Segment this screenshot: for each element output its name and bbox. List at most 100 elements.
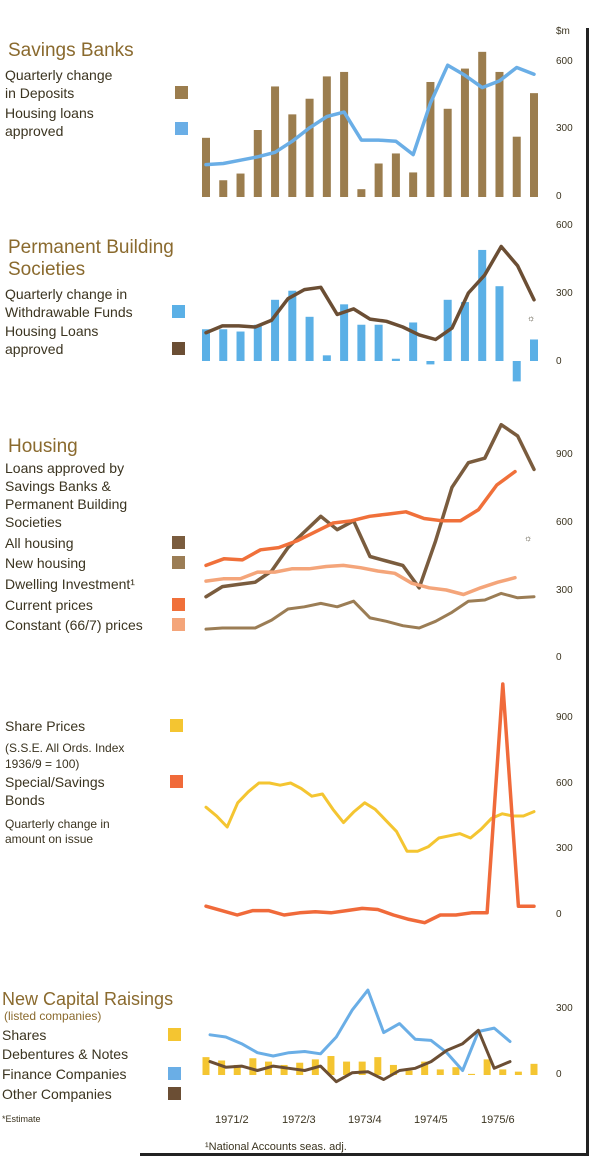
h-legend-constant: Constant (66/7) prices [5,617,143,633]
pbs-legend-loans-2: approved [5,341,64,357]
sp-ytick-0: 0 [556,909,562,920]
h-legend-current: Current prices [5,597,93,613]
sp-legend-bonds-1: Special/Savings [5,774,105,790]
cap-shares-bar-0 [202,1057,210,1075]
cap-legend-shares: Shares [2,1027,47,1043]
cap-shares-bar-18 [483,1059,491,1075]
pbs-funds-bar-10 [374,324,383,361]
sb-deposits-bar-10 [374,163,383,197]
sp-share-line [204,781,536,853]
cap-other-line [208,1028,512,1084]
x-label-1975: 1975/6 [481,1114,515,1126]
pbs-funds-bar-7 [322,355,331,361]
pbs-funds-bar-6 [305,316,314,361]
h-new-swatch [172,556,185,569]
h-subtitle-4: Societies [5,514,62,530]
sb-ytick-600: 600 [556,56,573,67]
pbs-funds-bar-5 [288,290,297,361]
sb-deposits-bar-8 [340,71,349,197]
h-current-swatch [172,598,185,611]
pbs-ytick-600: 600 [556,220,573,231]
pbs-title-1: Permanent Building [8,237,174,258]
x-label-1974: 1974/5 [414,1114,448,1126]
pbs-funds-bar-17 [495,286,504,361]
pbs-loans-line [204,244,536,342]
h-ytick-900: 900 [556,449,573,460]
sb-ytick-0: 0 [556,191,562,202]
pbs-funds-bar-1 [219,329,228,361]
h-all-swatch [172,536,185,549]
sb-deposits-bar-17 [495,71,504,197]
x-label-1971: 1971/2 [215,1114,249,1126]
sb-deposits-bar-0 [202,137,210,197]
sb-deposits-bar-7 [322,76,331,197]
cap-shares-bar-20 [514,1071,522,1075]
sb-loans-line [204,63,536,167]
h-current-line [204,469,517,568]
pbs-funds-bar-12 [409,322,418,361]
sp-legend-bonds-2: Bonds [5,792,45,808]
pbs-legend-funds-2: Withdrawable Funds [5,304,133,320]
h-subtitle-1: Loans approved by [5,460,125,476]
sp-ytick-900: 900 [556,712,573,723]
cap-shares-bar-21 [530,1063,538,1075]
cap-legend-other: Other Companies [2,1086,112,1102]
cap-shares-bar-15 [436,1069,444,1075]
pbs-funds-bar-18 [512,361,521,382]
sb-deposits-bar-9 [357,189,366,197]
cap-shares-bar-5 [280,1064,288,1075]
sp-share-swatch [170,719,183,732]
unit-label: $m [556,26,570,37]
cap-fin-swatch [168,1067,181,1080]
cap-legend-fin: Finance Companies [2,1066,127,1082]
pbs-funds-bar-15 [460,302,469,361]
sb-deposits-bar-13 [426,81,435,197]
h-legend-dwelling: Dwelling Investment¹ [5,576,135,592]
pbs-funds-bar-2 [236,331,245,361]
pbs-funds-bar-0 [202,329,210,361]
sb-deposits-bar-19 [530,93,538,197]
sb-ytick-300: 300 [556,123,573,134]
h-all-line [204,422,536,599]
sb-deposits-bar-14 [443,108,452,197]
cap-shares-bar-14 [421,1061,429,1075]
h-ytick-300: 300 [556,585,573,596]
cap-subtitle: (listed companies) [4,1009,102,1023]
cap-shares-bar-9 [343,1061,351,1075]
sb-legend-deposits-1: Quarterly change [5,67,113,83]
h-constant-swatch [172,618,185,631]
cap-ytick-0: 0 [556,1069,562,1080]
sp-ytick-600: 600 [556,778,573,789]
sb-deposits-bar-4 [271,86,280,197]
cap-fin-line [208,988,512,1072]
x-label-1973: 1973/4 [348,1114,382,1126]
sb-legend-loans-2: approved [5,123,64,139]
pbs-funds-bar-8 [340,304,349,361]
cap-shares-bar-2 [233,1064,241,1075]
sp-ytick-300: 300 [556,843,573,854]
sp-subtitle-2: 1936/9 = 100) [5,757,80,771]
h-constant-line [204,563,517,597]
sp-bonds-line [204,682,536,925]
seas-footnote: ¹National Accounts seas. adj. [205,1141,347,1153]
cap-shares-bar-19 [499,1069,507,1075]
pbs-loans-swatch [172,342,185,355]
h-title: Housing [8,436,78,457]
cap-shares-bar-12 [389,1064,397,1075]
sp-bonds-swatch [170,775,183,788]
pbs-legend-loans-1: Housing Loans [5,323,99,339]
estimate-footnote: *Estimate [2,1114,41,1124]
pbs-funds-bar-13 [426,361,435,365]
sb-deposits-bar-15 [460,68,469,197]
cap-shares-bar-17 [468,1073,476,1075]
cap-title: New Capital Raisings [2,989,174,1009]
sb-deposits-bar-16 [478,51,487,198]
sb-deposits-swatch [175,86,188,99]
sb-deposits-bar-2 [236,173,245,197]
sb-deposits-bar-18 [512,136,521,197]
frame-right-border [586,28,589,1156]
pbs-funds-bar-4 [271,299,280,361]
cap-other-swatch [168,1087,181,1100]
sb-deposits-bar-5 [288,114,297,197]
